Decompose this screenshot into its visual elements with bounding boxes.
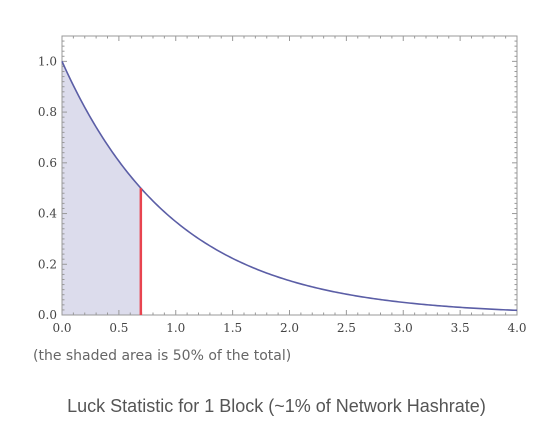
y-tick-label: 0.6 [38, 156, 57, 170]
x-tick-label: 4.0 [507, 321, 526, 335]
chart-plot: 0.0 0.5 1.0 1.5 2.0 2.5 3.0 3.5 4.0 0.0 0.2 0.4 0.6 0… [38, 35, 527, 335]
y-tick-label: 0.0 [38, 308, 57, 322]
y-tick-label: 0.4 [38, 207, 57, 221]
chart-caption: Luck Statistic for 1 Block (~1% of Netwo… [67, 396, 486, 416]
x-tick-label: 3.0 [394, 321, 413, 335]
exponential-curve [61, 61, 518, 312]
y-tick-label: 0.8 [38, 105, 57, 119]
x-tick-label: 1.5 [223, 321, 242, 335]
x-tick-label: 0.5 [109, 321, 128, 335]
chart: 0.0 0.5 1.0 1.5 2.0 2.5 3.0 3.5 4.0 0.0 0.2 0.4 0.6 0… [38, 35, 527, 335]
y-tick-label: 0.2 [38, 257, 57, 271]
x-tick-label: 1.0 [166, 321, 185, 335]
shaded-area [62, 61, 141, 315]
x-tick-label: 0.0 [52, 321, 71, 335]
x-tick-label: 2.5 [337, 321, 356, 335]
y-tick-label: 1.0 [38, 54, 57, 68]
x-tick-label: 2.0 [280, 321, 299, 335]
shaded-area-note: (the shaded area is 50% of the total) [33, 348, 292, 364]
x-tick-label: 3.5 [451, 321, 470, 335]
